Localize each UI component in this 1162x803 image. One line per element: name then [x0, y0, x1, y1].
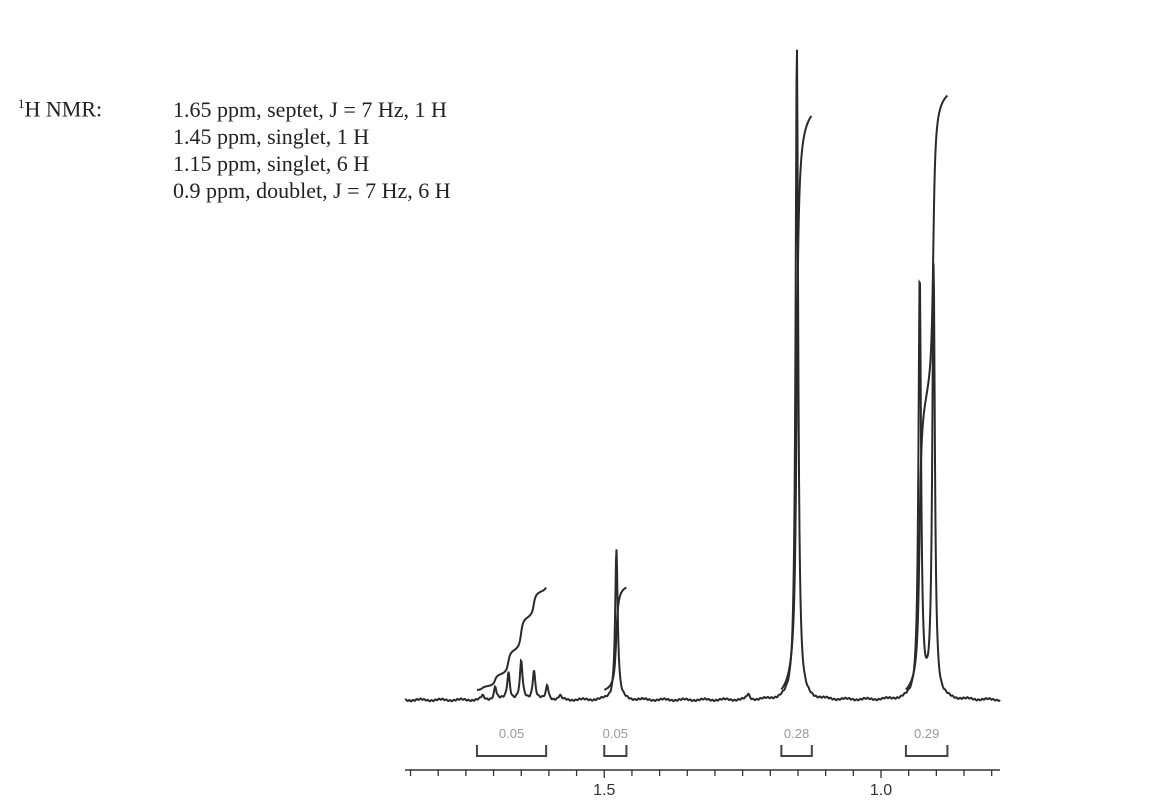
integral-value: 0.28 — [784, 726, 809, 741]
integral-value: 0.05 — [603, 726, 628, 741]
integral-bracket — [475, 745, 548, 757]
nucleus-superscript: 1 — [18, 96, 25, 111]
peak-line: 1.45 ppm, singlet, 1 H — [173, 124, 370, 149]
integral-value: 0.05 — [499, 726, 524, 741]
integral-curves — [477, 94, 949, 691]
nmr-label: 1H NMR: — [18, 96, 102, 122]
peak-list: 1.65 ppm, septet, J = 7 Hz, 1 H 1.45 ppm… — [173, 96, 451, 204]
integral-curve — [905, 94, 949, 691]
peak-line: 1.15 ppm, singlet, 6 H — [173, 151, 370, 176]
integral-bracket — [780, 745, 813, 757]
integral-value: 0.29 — [914, 726, 939, 741]
integral-bracket — [904, 745, 949, 757]
x-tick-label: 1.5 — [593, 782, 615, 799]
peak-line: 0.9 ppm, doublet, J = 7 Hz, 6 H — [173, 178, 451, 203]
integral-bracket — [603, 745, 628, 757]
integral-curve — [603, 586, 627, 691]
peak-line: 1.65 ppm, septet, J = 7 Hz, 1 H — [173, 97, 447, 122]
x-axis: 1.5 1.0 — [405, 769, 1000, 799]
nucleus-label: H NMR: — [24, 96, 103, 122]
x-tick-label: 1.0 — [870, 782, 892, 799]
integral-curve — [477, 587, 547, 691]
spectrum-line — [404, 49, 1001, 703]
integrals: 0.05 0.05 0.28 0.29 — [475, 726, 949, 757]
integral-curve — [780, 115, 813, 690]
